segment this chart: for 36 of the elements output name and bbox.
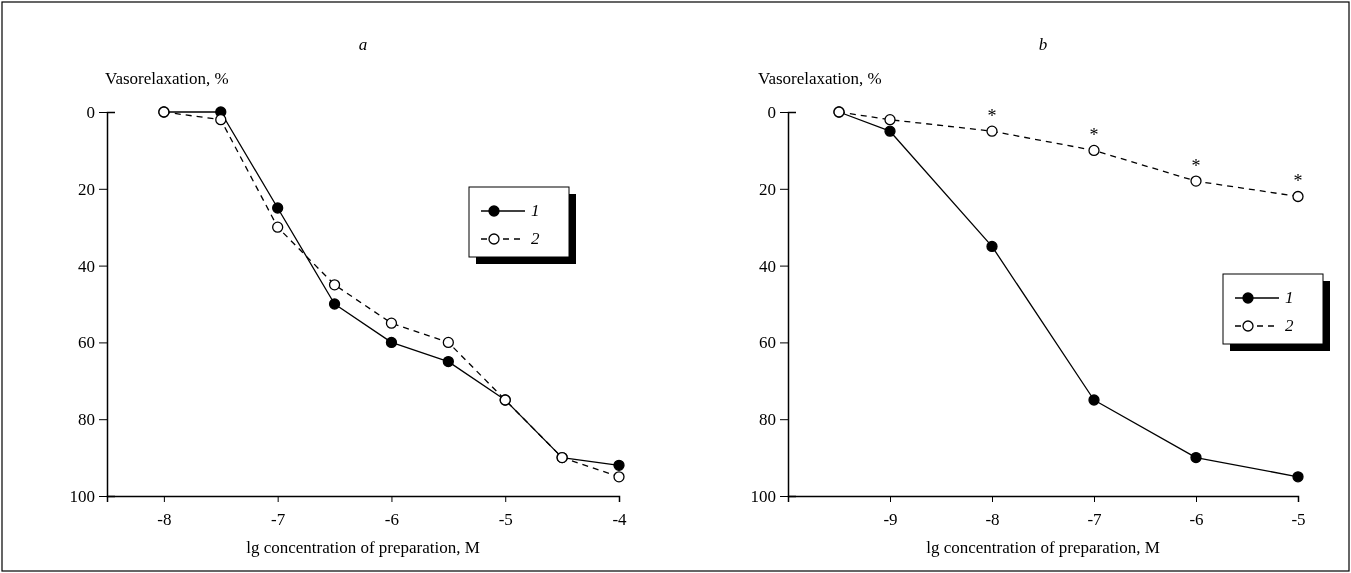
y-tick-label: 20 [759, 179, 776, 199]
y-tick-label: 80 [78, 410, 95, 430]
y-tick-label: 40 [759, 256, 776, 276]
y-tick-label: 100 [750, 486, 776, 506]
y-tick-label: 100 [69, 486, 95, 506]
legend-label: 2 [1285, 316, 1294, 335]
y-tick-label: 60 [759, 333, 776, 353]
y-tick-label: 20 [78, 179, 95, 199]
x-tick-label: -9 [883, 510, 898, 530]
x-tick-label: -8 [985, 510, 1000, 530]
x-axis-title: lg concentration of preparation, M [246, 538, 480, 557]
legend-label: 2 [531, 229, 540, 248]
x-tick-label: -6 [384, 510, 400, 530]
chart-title: b [1038, 35, 1048, 54]
x-tick-label: -5 [498, 510, 513, 530]
chart-title: a [358, 35, 368, 54]
x-tick-label: -7 [271, 510, 286, 530]
y-axis-title: Vasorelaxation, % [105, 69, 229, 88]
x-tick-label: -8 [157, 510, 172, 530]
y-axis-title: Vasorelaxation, % [758, 69, 882, 88]
x-tick-label: -4 [612, 510, 628, 530]
legend-label: 1 [531, 201, 540, 220]
y-tick-label: 40 [78, 256, 95, 276]
annotation: * [1191, 156, 1201, 177]
annotation: * [1293, 171, 1303, 192]
y-tick-label: 60 [78, 333, 95, 353]
legend-label: 1 [1285, 288, 1294, 307]
annotation: * [1089, 125, 1099, 146]
x-tick-label: -5 [1291, 510, 1306, 530]
y-tick-label: 0 [86, 102, 95, 122]
x-axis-title: lg concentration of preparation, M [926, 538, 1160, 557]
x-tick-label: -7 [1087, 510, 1103, 530]
y-tick-label: 0 [767, 102, 776, 122]
annotation: * [987, 106, 997, 127]
x-tick-label: -6 [1189, 510, 1204, 530]
y-tick-label: 80 [759, 410, 776, 430]
